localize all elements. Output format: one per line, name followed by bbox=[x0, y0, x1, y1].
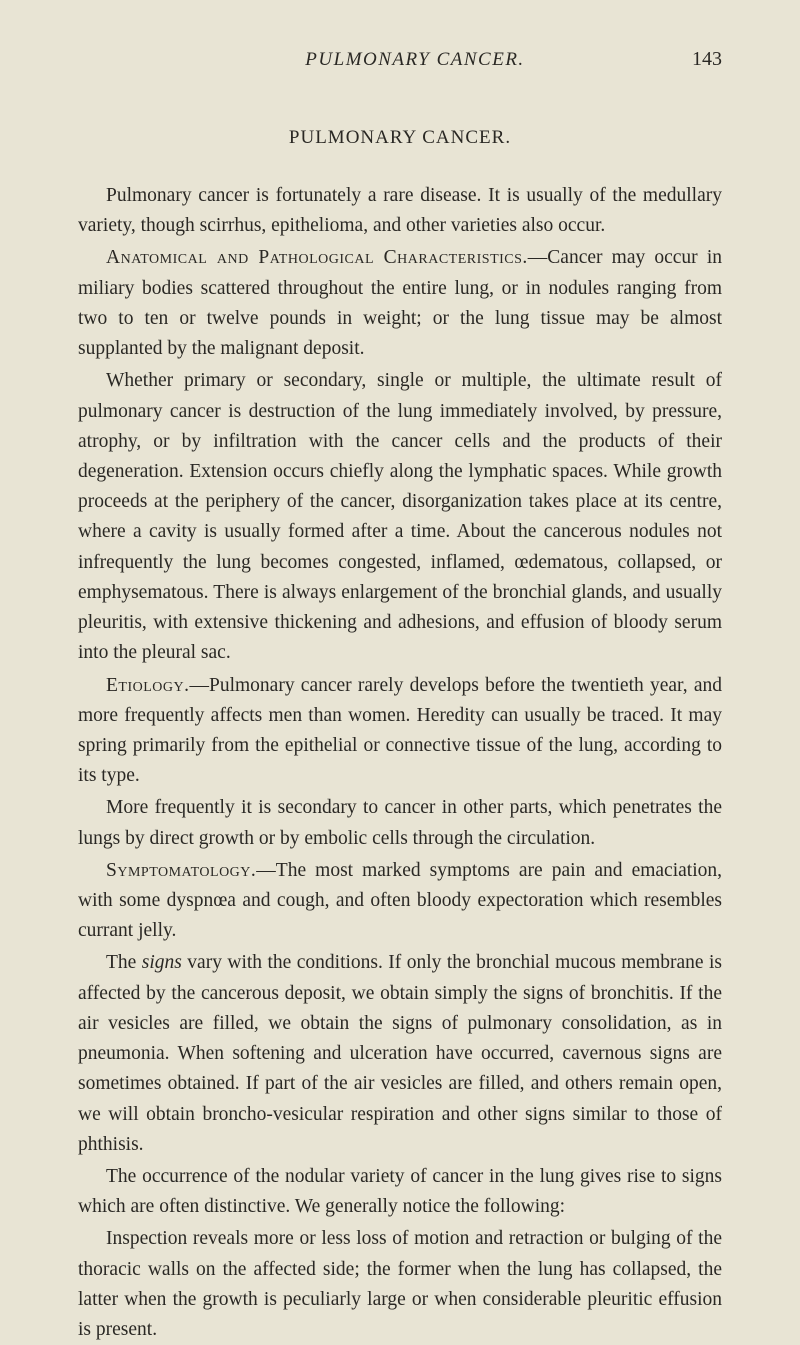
paragraph-etiology: Etiology.—Pulmonary cancer rarely develo… bbox=[78, 671, 722, 792]
paragraph-secondary: More frequently it is secondary to cance… bbox=[78, 793, 722, 853]
paragraph-primary: Whether primary or secondary, single or … bbox=[78, 366, 722, 668]
signs-italic: signs bbox=[142, 952, 182, 973]
paragraph-symptomatology: Symptomatology.—The most marked symptoms… bbox=[78, 856, 722, 947]
paragraph-inspection: Inspection reveals more or less loss of … bbox=[78, 1224, 722, 1345]
running-header: PULMONARY CANCER. bbox=[78, 49, 692, 71]
header-row: PULMONARY CANCER. 143 bbox=[78, 48, 722, 71]
heading-anatomical: Anatomical and Pathological Characterist… bbox=[106, 247, 528, 268]
page-number: 143 bbox=[692, 48, 722, 71]
heading-etiology: Etiology. bbox=[106, 675, 190, 696]
page-container: PULMONARY CANCER. 143 PULMONARY CANCER. … bbox=[78, 48, 722, 1286]
paragraph-anatomical: Anatomical and Pathological Characterist… bbox=[78, 243, 722, 364]
signs-pre: The bbox=[106, 952, 142, 973]
signs-post: vary with the conditions. If only the br… bbox=[78, 952, 722, 1154]
paragraph-intro: Pulmonary cancer is fortunately a rare d… bbox=[78, 181, 722, 241]
paragraph-occurrence: The occurrence of the nodular variety of… bbox=[78, 1162, 722, 1222]
paragraph-signs: The signs vary with the conditions. If o… bbox=[78, 948, 722, 1160]
section-title: PULMONARY CANCER. bbox=[78, 127, 722, 149]
heading-symptomatology: Symptomatology. bbox=[106, 860, 256, 881]
